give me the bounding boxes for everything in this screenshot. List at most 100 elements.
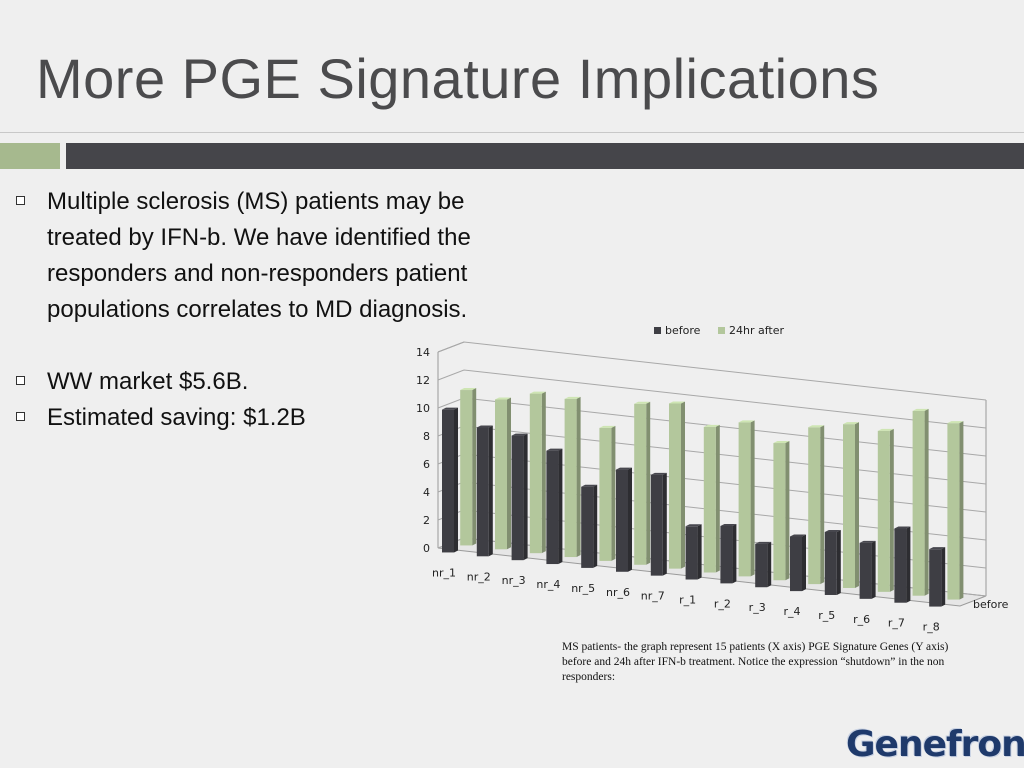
gridline	[437, 369, 987, 429]
bar-top	[476, 425, 493, 428]
bar-side	[697, 524, 702, 580]
chart-caption: MS patients- the graph represent 15 pati…	[562, 641, 949, 683]
bar-before-nr_7	[650, 472, 667, 576]
bar-after-nr_5	[599, 425, 616, 561]
legend-swatch-before	[654, 327, 661, 334]
bar-after-r_3	[773, 441, 790, 581]
y-axis-tick-labels: 0 2 4 6 8 10 12 14	[416, 346, 430, 555]
bar-side	[941, 547, 946, 607]
bar-top	[929, 547, 946, 550]
accent-bar-dark	[66, 143, 1024, 169]
bullet-text: Estimated saving: $1.2B	[47, 404, 306, 431]
bar-front	[894, 528, 907, 603]
x-tick-label: nr_7	[641, 590, 665, 603]
bar-top	[616, 467, 632, 470]
bar-side	[732, 523, 737, 584]
bar-top	[738, 420, 755, 423]
bar-front	[495, 399, 507, 550]
bar-front	[755, 543, 768, 588]
bar-top	[894, 526, 911, 529]
bar-side	[836, 529, 841, 595]
bar-side	[576, 396, 581, 558]
depth-axis-label: before	[973, 598, 1009, 611]
bar-front	[650, 474, 663, 576]
x-axis-tick-labels: nr_1 nr_2 nr_3 nr_4 nr_5 nr_6 nr_7 r_1 r_2 r_3 r_4…	[432, 566, 940, 633]
legend-label-before: before	[665, 324, 701, 337]
bar-top	[703, 424, 720, 427]
bar-before-r_4	[790, 534, 806, 592]
bar-before-nr_6	[616, 467, 632, 572]
bar-before-nr_4	[546, 448, 563, 565]
bar-front	[912, 410, 925, 596]
x-tick-label: nr_5	[571, 582, 595, 595]
x-tick-label: nr_1	[432, 566, 456, 579]
bar-front	[685, 526, 698, 580]
bar-side	[593, 484, 598, 568]
y-tick-label: 14	[416, 346, 430, 359]
bar-top	[720, 523, 737, 526]
bar-before-nr_3	[511, 433, 528, 561]
bar-front	[529, 393, 542, 554]
bullet-square-icon	[16, 412, 25, 421]
bar-after-nr_4	[564, 396, 581, 558]
bar-top	[843, 422, 859, 425]
bar-side	[507, 397, 511, 550]
bar-after-nr_7	[669, 401, 685, 569]
bar-after-r_5	[843, 422, 859, 588]
bar-front	[947, 423, 960, 600]
bar-after-nr_3	[529, 391, 546, 554]
bar-top	[529, 391, 546, 394]
bar-side	[889, 428, 894, 592]
bar-after-nr_6	[634, 401, 651, 565]
bar-front	[442, 409, 454, 553]
legend-swatch-after	[718, 327, 725, 334]
bar-front	[703, 426, 716, 573]
x-tick-label: r_7	[888, 617, 905, 630]
bar-front	[859, 542, 872, 599]
bar-before-r_2	[720, 523, 737, 584]
x-tick-label: nr_3	[502, 574, 526, 587]
bar-side	[541, 391, 546, 554]
bar-front	[546, 450, 559, 565]
legend: before 24hr after	[654, 324, 784, 337]
x-tick-label: r_8	[923, 621, 940, 634]
bar-front	[720, 525, 733, 584]
bar-top	[912, 408, 929, 411]
bullet-item: Estimated saving: $1.2B	[14, 400, 514, 436]
bar-top	[947, 421, 964, 424]
bar-before-r_6	[859, 540, 876, 599]
y-tick-label: 8	[423, 430, 430, 443]
y-tick-label: 10	[416, 402, 430, 415]
bar-front	[581, 486, 594, 568]
bar-top	[599, 425, 616, 428]
bar-side	[611, 425, 616, 561]
bar-before-nr_5	[581, 484, 598, 568]
accent-bar-green	[0, 143, 60, 169]
y-tick-label: 12	[416, 374, 430, 387]
bar-side	[628, 467, 632, 572]
bar-after-r_1	[703, 424, 720, 573]
bar-top	[773, 441, 790, 444]
bar-top	[808, 425, 825, 428]
bar-before-r_3	[755, 541, 772, 588]
bar-side	[488, 425, 493, 557]
bar-front	[808, 427, 821, 585]
bullet-item: Multiple sclerosis (MS) patients may be …	[14, 184, 514, 328]
bar-side	[906, 526, 911, 603]
bar-before-r_7	[894, 526, 911, 603]
bar-before-nr_2	[476, 425, 493, 557]
bar-top	[564, 396, 581, 399]
bar-after-r_6	[877, 428, 894, 592]
bullet-text: Multiple sclerosis (MS) patients may be …	[47, 188, 471, 323]
bullet-square-icon	[16, 196, 25, 205]
bar-top	[546, 448, 563, 451]
bar-before-r_5	[824, 529, 841, 595]
x-tick-label: r_3	[749, 601, 766, 614]
bar-before-r_1	[685, 524, 702, 580]
x-tick-label: r_1	[679, 594, 696, 607]
bar-top	[685, 524, 702, 527]
bar-top	[650, 472, 667, 475]
bar-top	[877, 428, 894, 431]
y-tick-label: 0	[423, 542, 430, 555]
